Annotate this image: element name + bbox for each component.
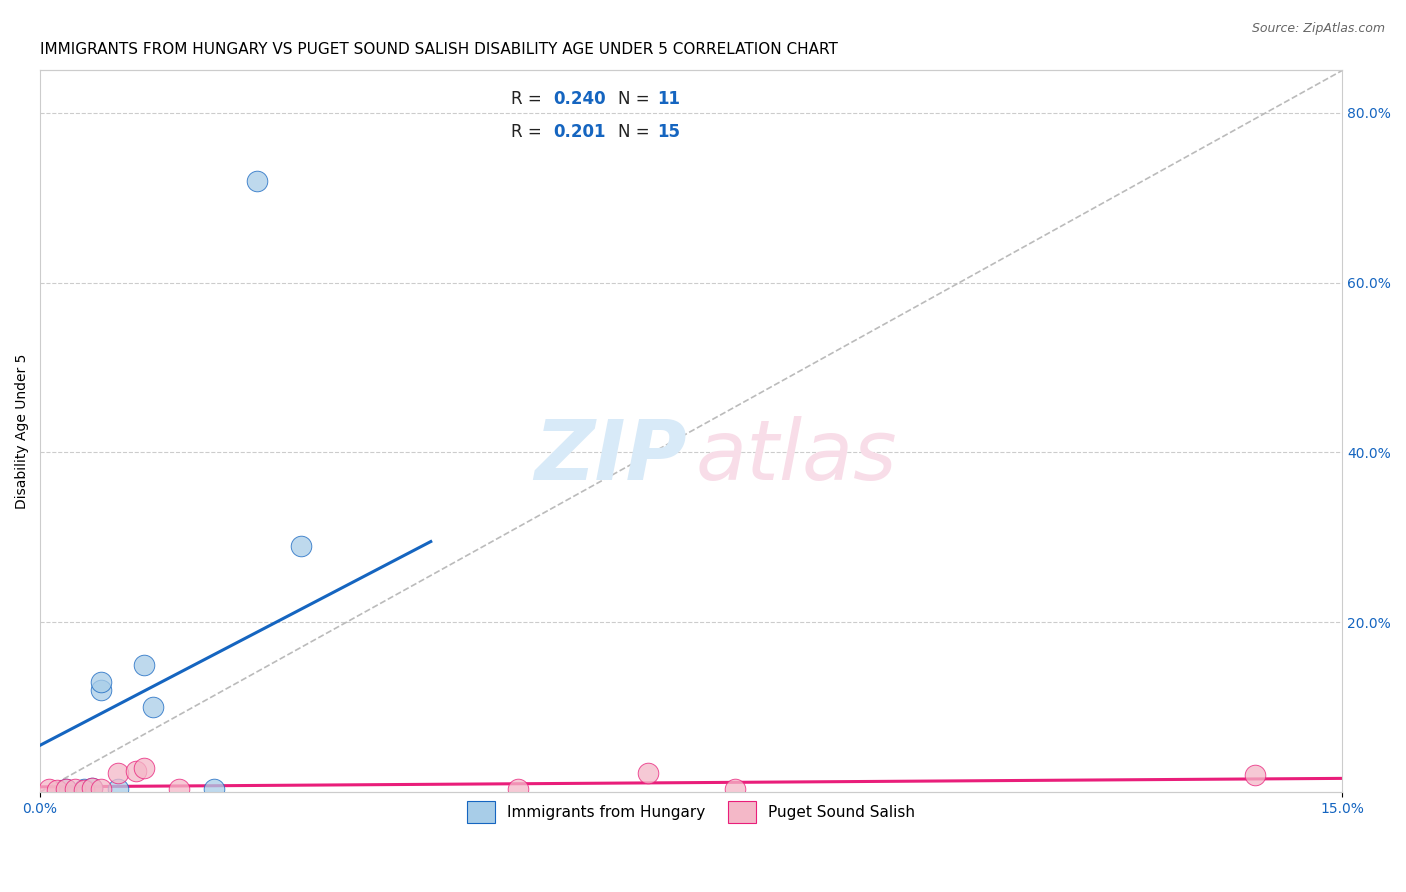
Point	[134, 657, 156, 672]
Point	[107, 766, 129, 780]
Legend: Immigrants from Hungary, Puget Sound Salish: Immigrants from Hungary, Puget Sound Sal…	[456, 789, 927, 835]
Point	[90, 674, 112, 689]
Point	[246, 174, 269, 188]
Text: R =: R =	[512, 123, 547, 141]
Point	[506, 782, 529, 797]
Text: 0.240: 0.240	[553, 90, 606, 108]
Point	[637, 766, 659, 780]
Point	[167, 782, 190, 797]
Point	[55, 782, 77, 797]
Point	[82, 780, 104, 795]
Text: ZIP: ZIP	[534, 416, 688, 497]
Point	[723, 781, 745, 796]
Point	[134, 761, 156, 775]
Text: 11: 11	[658, 90, 681, 108]
Point	[63, 782, 86, 797]
Point	[46, 783, 69, 797]
Point	[1244, 768, 1267, 782]
Point	[72, 783, 94, 797]
Text: N =: N =	[619, 90, 655, 108]
Point	[202, 782, 225, 797]
Text: N =: N =	[619, 123, 655, 141]
Text: R =: R =	[512, 90, 547, 108]
Point	[290, 539, 312, 553]
Point	[55, 781, 77, 796]
Point	[82, 780, 104, 795]
Point	[38, 782, 60, 797]
Point	[90, 781, 112, 796]
Point	[107, 781, 129, 796]
Y-axis label: Disability Age Under 5: Disability Age Under 5	[15, 353, 30, 508]
Point	[90, 683, 112, 698]
Text: 0.201: 0.201	[553, 123, 606, 141]
Text: IMMIGRANTS FROM HUNGARY VS PUGET SOUND SALISH DISABILITY AGE UNDER 5 CORRELATION: IMMIGRANTS FROM HUNGARY VS PUGET SOUND S…	[41, 42, 838, 57]
Text: Source: ZipAtlas.com: Source: ZipAtlas.com	[1251, 22, 1385, 36]
Point	[72, 782, 94, 797]
Point	[124, 764, 146, 778]
Point	[142, 700, 165, 714]
Text: 15: 15	[658, 123, 681, 141]
Text: atlas: atlas	[695, 416, 897, 497]
